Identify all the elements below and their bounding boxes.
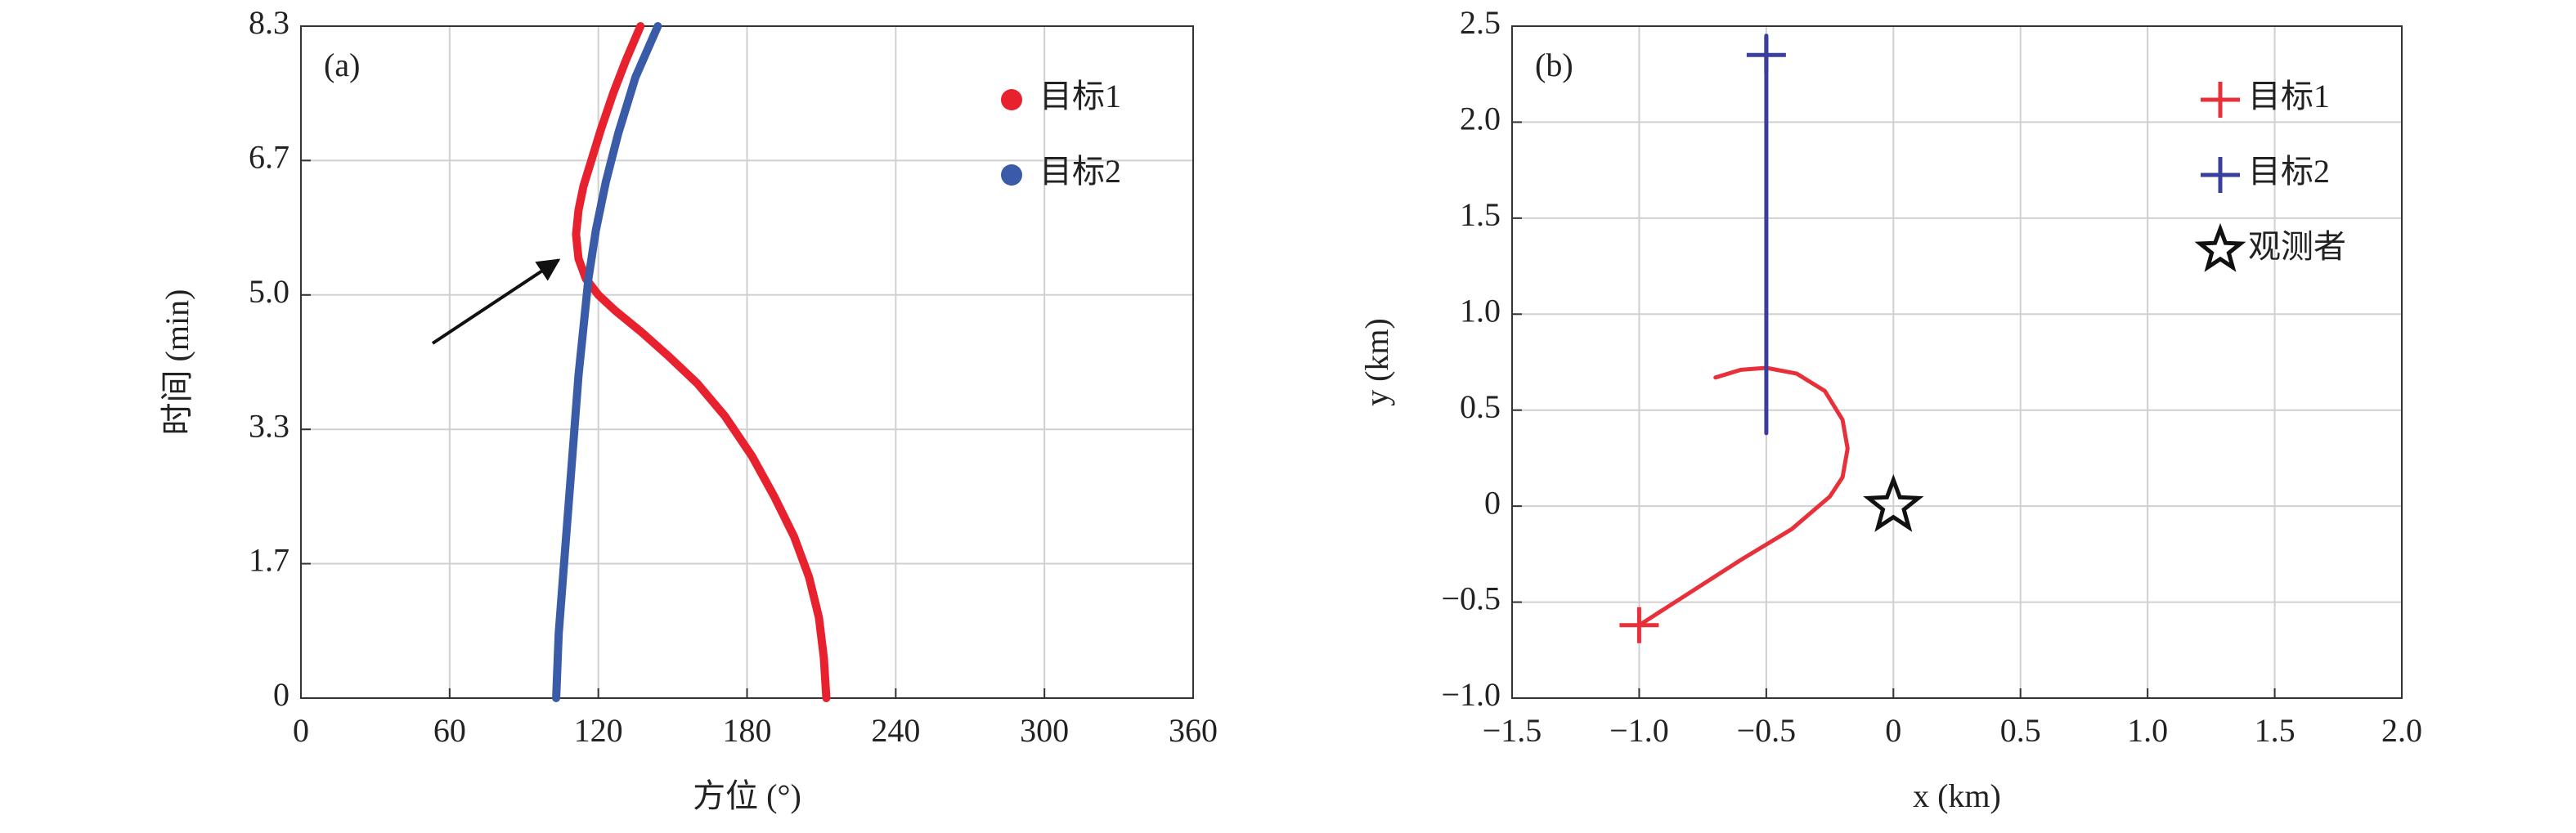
- x-tick-label: 0: [1885, 712, 1901, 749]
- y-tick-label: 2.5: [1460, 4, 1501, 41]
- legend-marker: [1001, 89, 1022, 110]
- x-tick-label: −0.5: [1737, 712, 1797, 749]
- series-line: [552, 22, 662, 702]
- x-tick-label: 300: [1020, 712, 1069, 749]
- legend-label: 目标1: [1039, 78, 1121, 114]
- plot-frame: [300, 25, 1194, 699]
- x-tick-label: 240: [871, 712, 920, 749]
- x-axis-label: x (km): [1913, 777, 2001, 814]
- x-tick-label: 360: [1169, 712, 1218, 749]
- y-tick-label: 5.0: [249, 273, 289, 310]
- x-tick-label: 0.5: [2000, 712, 2041, 749]
- legend-marker: [2194, 222, 2246, 272]
- y-tick-label: 8.3: [249, 4, 289, 41]
- panel-label: (b): [1535, 47, 1573, 83]
- x-tick-label: 1.0: [2127, 712, 2168, 749]
- y-tick-label: 6.7: [249, 139, 289, 176]
- x-tick-label: 1.5: [2255, 712, 2296, 749]
- y-tick-label: 1.0: [1460, 292, 1501, 329]
- y-axis-label: y (km): [1358, 318, 1395, 406]
- y-tick-label: 1.5: [1460, 196, 1501, 233]
- x-axis-label: 方位 (°): [693, 777, 801, 814]
- panel-label: (a): [324, 47, 360, 83]
- observer-marker: [1863, 473, 1924, 532]
- legend-label: 目标2: [2248, 153, 2330, 190]
- x-tick-label: 120: [574, 712, 623, 749]
- plot-frame: [1511, 25, 2403, 699]
- x-tick-label: 0: [293, 712, 309, 749]
- legend-marker: [2201, 157, 2240, 193]
- start-marker: [1619, 607, 1659, 643]
- legend-marker: [1001, 164, 1022, 186]
- y-tick-label: 0: [1484, 484, 1501, 521]
- series-line: [1636, 365, 1850, 628]
- y-axis-label: 时间 (min): [159, 289, 195, 436]
- series-line: [572, 22, 831, 702]
- x-tick-label: 180: [723, 712, 772, 749]
- y-tick-label: 0: [273, 676, 289, 713]
- start-marker: [1746, 37, 1786, 74]
- legend-marker: [2201, 82, 2240, 118]
- y-tick-label: 0.5: [1460, 388, 1501, 425]
- y-tick-label: −1.0: [1441, 676, 1501, 713]
- y-tick-label: 3.3: [249, 407, 289, 444]
- legend-label: 观测者: [2248, 228, 2346, 265]
- arrow: [431, 258, 561, 345]
- x-tick-label: 2.0: [2381, 712, 2422, 749]
- x-tick-label: −1.5: [1483, 712, 1542, 749]
- legend-label: 目标1: [2248, 78, 2330, 114]
- y-tick-label: −0.5: [1441, 580, 1501, 617]
- x-tick-label: 60: [433, 712, 466, 749]
- x-tick-label: −1.0: [1609, 712, 1669, 749]
- y-tick-label: 2.0: [1460, 101, 1501, 137]
- legend-label: 目标2: [1039, 153, 1121, 190]
- y-tick-label: 1.7: [249, 542, 289, 579]
